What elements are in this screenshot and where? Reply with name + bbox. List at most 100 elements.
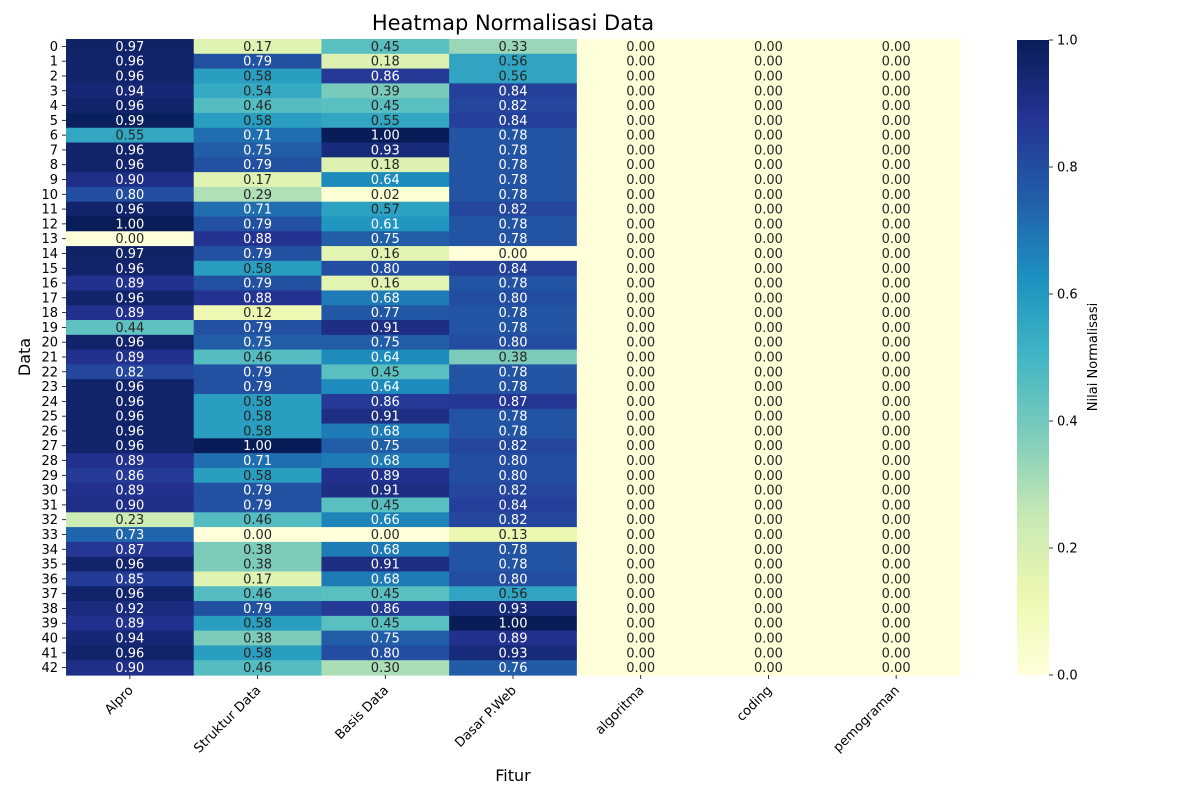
cell-value-label: 0.00 <box>626 143 655 158</box>
heatmap-cell <box>66 364 195 380</box>
cell-value-label: 0.68 <box>371 572 400 587</box>
heatmap-cell <box>449 142 578 158</box>
cell-value-label: 0.80 <box>371 262 400 277</box>
heatmap-cell <box>576 467 706 484</box>
cell-value-label: 0.17 <box>243 40 272 55</box>
heatmap-cell <box>576 172 706 188</box>
cell-value-label: 0.89 <box>499 632 528 647</box>
colorbar-tick-label: 0.6 <box>1057 288 1078 303</box>
cell-value-label: 0.00 <box>626 617 655 632</box>
heatmap-cell <box>321 497 450 513</box>
heatmap-cell <box>321 246 450 262</box>
colorbar-tick-label: 0.2 <box>1057 542 1078 557</box>
x-tick-label: coding <box>734 683 775 724</box>
cell-value-label: 0.78 <box>499 143 528 158</box>
cell-value-label: 0.86 <box>115 469 144 484</box>
cell-value-label: 0.78 <box>499 188 528 203</box>
heatmap-cell <box>66 98 195 114</box>
cell-value-label: 0.58 <box>243 395 272 410</box>
y-tick-label: 15 <box>41 262 58 277</box>
heatmap-cell <box>66 438 195 454</box>
y-tick-label: 31 <box>41 498 58 513</box>
heatmap-cell <box>832 112 961 129</box>
heatmap-cell <box>66 305 195 321</box>
cell-value-label: 0.96 <box>115 587 144 602</box>
heatmap-cell <box>832 482 961 499</box>
heatmap-cell <box>193 556 323 573</box>
heatmap-cell <box>576 201 706 218</box>
heatmap-cell <box>66 527 195 543</box>
heatmap-cell <box>193 142 323 158</box>
cell-value-label: 0.75 <box>371 336 400 351</box>
cell-value-label: 0.00 <box>882 646 911 661</box>
cell-value-label: 0.75 <box>371 439 400 454</box>
cell-value-label: 0.00 <box>754 217 783 232</box>
cell-value-label: 0.00 <box>882 498 911 513</box>
cell-value-label: 0.88 <box>243 291 272 306</box>
cell-value-label: 0.16 <box>371 247 400 262</box>
heatmap-cell <box>449 231 578 247</box>
cell-value-label: 0.45 <box>371 99 400 114</box>
heatmap-cell <box>576 512 706 528</box>
heatmap-cell <box>704 231 833 247</box>
heatmap-cell <box>66 39 195 55</box>
heatmap-cell <box>193 482 323 499</box>
heatmap-cell <box>576 482 706 499</box>
cell-value-label: 0.00 <box>754 203 783 218</box>
heatmap-cell <box>832 275 961 292</box>
cell-value-label: 0.82 <box>499 99 528 114</box>
heatmap-cell <box>576 305 706 321</box>
cell-value-label: 0.00 <box>882 114 911 129</box>
cell-value-label: 0.90 <box>115 173 144 188</box>
heatmap-cell <box>193 393 323 410</box>
heatmap-cell <box>449 364 578 380</box>
cell-value-label: 0.00 <box>882 277 911 292</box>
y-tick-label: 25 <box>41 410 58 425</box>
y-tick-label: 21 <box>41 351 58 366</box>
y-tick-label: 34 <box>41 543 58 558</box>
heatmap-cell <box>832 556 961 573</box>
heatmap-cell <box>321 349 450 365</box>
y-tick-label: 32 <box>41 513 58 528</box>
cell-value-label: 0.87 <box>499 395 528 410</box>
heatmap-cell <box>321 408 450 425</box>
heatmap-cell <box>704 630 833 647</box>
y-tick-label: 18 <box>41 306 58 321</box>
heatmap-cell <box>832 453 961 469</box>
y-tick-label: 27 <box>41 439 58 454</box>
cell-value-label: 0.00 <box>882 247 911 262</box>
y-tick-label: 9 <box>50 173 58 188</box>
cell-value-label: 0.96 <box>115 558 144 573</box>
cell-value-label: 0.78 <box>499 158 528 173</box>
heatmap-cell <box>66 630 195 647</box>
heatmap-cell <box>321 438 450 454</box>
heatmap-cell <box>704 172 833 188</box>
heatmap-cell <box>449 556 578 573</box>
y-tick-label: 7 <box>50 143 58 158</box>
heatmap-cell <box>66 112 195 129</box>
cell-value-label: 0.38 <box>243 632 272 647</box>
cell-value-label: 0.38 <box>243 558 272 573</box>
heatmap-cell <box>576 334 706 351</box>
cell-value-label: 0.30 <box>371 661 400 676</box>
cell-value-label: 0.80 <box>371 646 400 661</box>
cell-value-label: 0.18 <box>371 55 400 70</box>
cell-value-label: 0.00 <box>754 336 783 351</box>
cell-value-label: 0.46 <box>243 351 272 366</box>
heatmap-cell <box>832 305 961 321</box>
cell-value-label: 0.00 <box>754 454 783 469</box>
cell-value-label: 0.89 <box>371 469 400 484</box>
heatmap-cell <box>449 334 578 351</box>
y-tick-label: 1 <box>50 55 58 70</box>
colorbar-ticks: 0.0 0.2 0.4 0.6 0.8 1.0 <box>1049 34 1078 684</box>
cell-value-label: 0.00 <box>754 661 783 676</box>
cell-value-label: 0.00 <box>626 277 655 292</box>
cell-value-label: 0.00 <box>882 484 911 499</box>
heatmap-cell <box>321 630 450 647</box>
cell-value-label: 0.00 <box>754 232 783 247</box>
heatmap-cell <box>193 349 323 365</box>
heatmap-cell <box>449 586 578 602</box>
cell-value-label: 0.00 <box>754 632 783 647</box>
cell-value-label: 0.00 <box>626 69 655 84</box>
heatmap-cell <box>321 482 450 499</box>
